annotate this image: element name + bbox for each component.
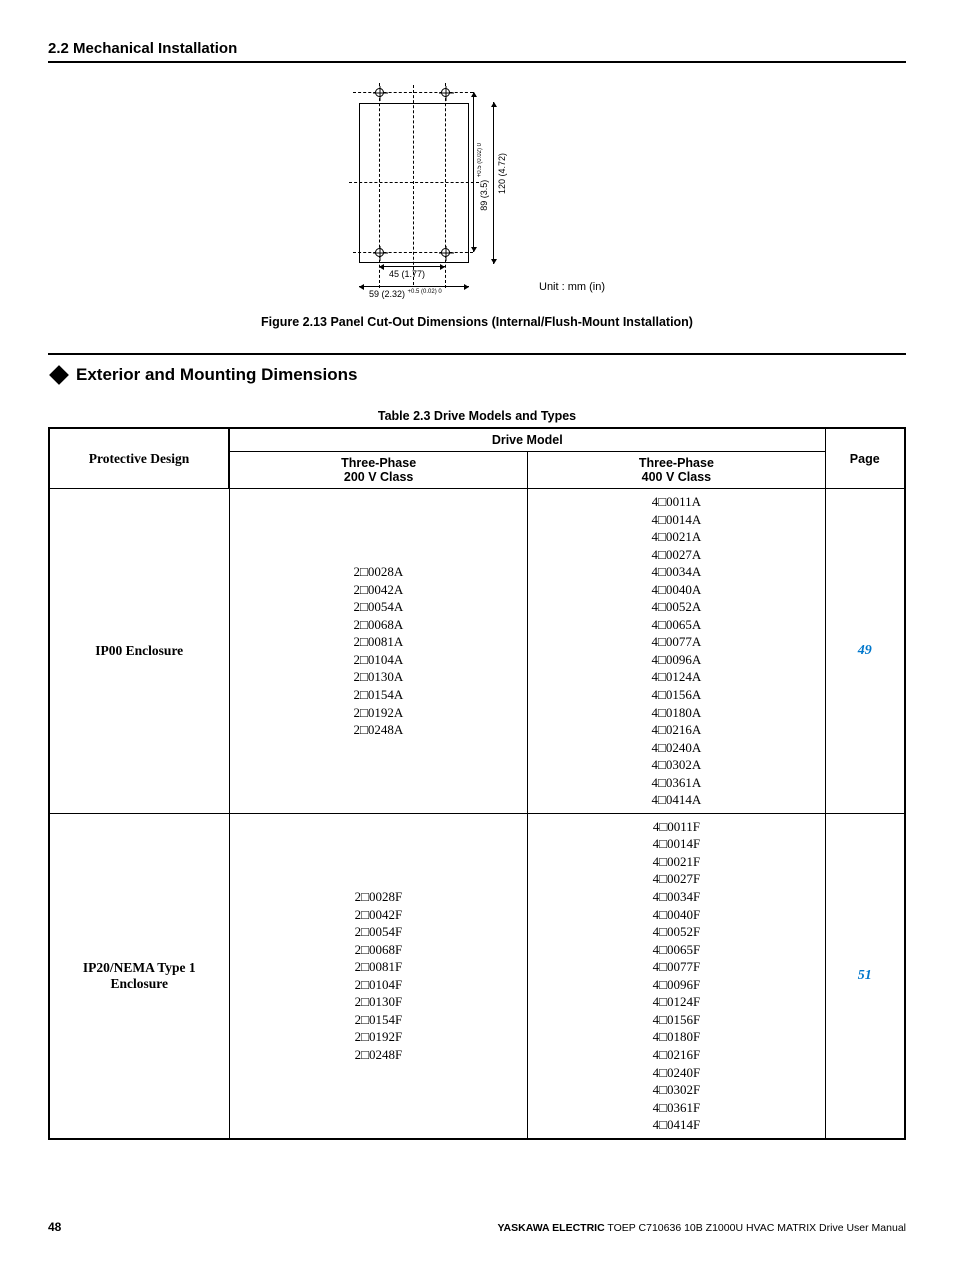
footer: 48 YASKAWA ELECTRIC TOEP C710636 10B Z10… — [48, 1220, 906, 1234]
subsection-title-text: Exterior and Mounting Dimensions — [76, 365, 357, 385]
cell-page-link[interactable]: 49 — [825, 489, 905, 814]
subsection-title: Exterior and Mounting Dimensions — [48, 365, 906, 385]
table-row: IP20/NEMA Type 1 Enclosure2□0028F2□0042F… — [49, 813, 905, 1138]
footer-doc: TOEP C710636 10B Z1000U HVAC MATRIX Driv… — [607, 1222, 906, 1234]
footer-page-number: 48 — [48, 1220, 61, 1234]
dim-59-line — [359, 286, 469, 287]
hole-tr-icon — [441, 88, 450, 97]
dim-120-line — [493, 102, 494, 264]
dim-120-label: 120 (4.72) — [497, 153, 507, 194]
dim-59-label: 59 (2.32) +0.5 (0.02) 0 — [369, 289, 442, 299]
th-drive-model: Drive Model — [229, 428, 825, 452]
table-caption: Table 2.3 Drive Models and Types — [48, 409, 906, 423]
cell-400v-models: 4□0011F4□0014F4□0021F4□0027F4□0034F4□004… — [528, 813, 825, 1138]
table-row: IP00 Enclosure2□0028A2□0042A2□0054A2□006… — [49, 489, 905, 814]
th-400v: Three-Phase400 V Class — [528, 452, 825, 489]
hole-bl-icon — [375, 248, 384, 257]
unit-label: Unit : mm (in) — [539, 281, 605, 293]
hole-line-b — [353, 252, 473, 253]
footer-brand: YASKAWA ELECTRIC — [498, 1222, 605, 1234]
cell-protective-design: IP20/NEMA Type 1 Enclosure — [49, 813, 229, 1138]
diamond-icon — [49, 365, 69, 385]
hole-line-t — [353, 92, 473, 93]
dim-45-label: 45 (1.77) — [389, 269, 425, 279]
subsection: Exterior and Mounting Dimensions Table 2… — [48, 353, 906, 1140]
centerline-h — [349, 182, 479, 183]
figure-caption: Figure 2.13 Panel Cut-Out Dimensions (In… — [48, 315, 906, 329]
drive-table: Protective Design Drive Model Page Three… — [48, 427, 906, 1140]
dim-89-label: 89 (3.5) +0.5 (0.02) 0 — [477, 143, 489, 211]
cell-400v-models: 4□0011A4□0014A4□0021A4□0027A4□0034A4□004… — [528, 489, 825, 814]
th-page: Page — [825, 428, 905, 489]
th-200v: Three-Phase200 V Class — [229, 452, 528, 489]
figure-block: 45 (1.77) 59 (2.32) +0.5 (0.02) 0 89 (3.… — [48, 83, 906, 329]
diagram-wrap: 45 (1.77) 59 (2.32) +0.5 (0.02) 0 89 (3.… — [48, 83, 906, 303]
footer-doc-id: YASKAWA ELECTRIC TOEP C710636 10B Z1000U… — [498, 1222, 906, 1234]
section-header: 2.2 Mechanical Installation — [48, 40, 906, 63]
dim-45-line — [379, 266, 445, 267]
hole-tl-icon — [375, 88, 384, 97]
hole-br-icon — [441, 248, 450, 257]
cell-200v-models: 2□0028F2□0042F2□0054F2□0068F2□0081F2□010… — [229, 813, 528, 1138]
cell-200v-models: 2□0028A2□0042A2□0054A2□0068A2□0081A2□010… — [229, 489, 528, 814]
cell-protective-design: IP00 Enclosure — [49, 489, 229, 814]
dim-89-line — [473, 92, 474, 252]
cutout-diagram: 45 (1.77) 59 (2.32) +0.5 (0.02) 0 89 (3.… — [349, 83, 509, 303]
cell-page-link[interactable]: 51 — [825, 813, 905, 1138]
panel-rect — [359, 103, 469, 263]
th-protective-design: Protective Design — [49, 428, 229, 489]
centerline-v — [413, 85, 414, 285]
